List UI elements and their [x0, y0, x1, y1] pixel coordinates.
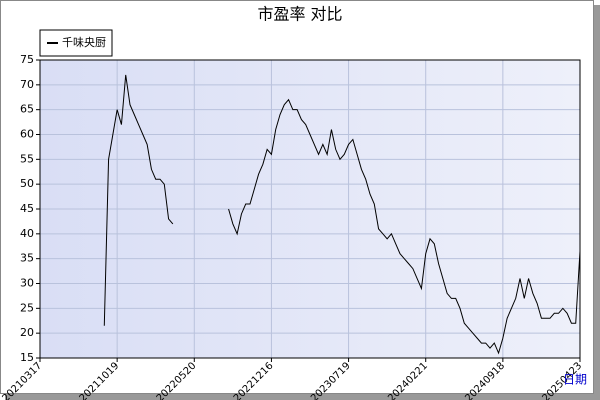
- legend: [39, 29, 113, 57]
- y-tick-label: 60: [20, 128, 34, 141]
- shadow: [5, 394, 600, 400]
- y-tick-label: 50: [20, 177, 34, 190]
- x-axis-label: 日期: [563, 373, 587, 387]
- y-tick-label: 45: [20, 202, 34, 215]
- y-tick-label: 25: [20, 301, 34, 314]
- axis-box: [39, 59, 581, 359]
- y-tick-label: 75: [20, 53, 34, 66]
- y-tick-label: 20: [20, 326, 34, 339]
- chart-title: 市盈率 对比: [257, 5, 342, 24]
- y-tick-label: 30: [20, 277, 34, 290]
- y-tick-label: 40: [20, 227, 34, 240]
- y-tick-label: 65: [20, 103, 34, 116]
- y-tick-label: 35: [20, 252, 34, 265]
- shadow: [594, 5, 600, 400]
- y-tick-label: 70: [20, 78, 34, 91]
- legend-label: 千味央厨: [62, 36, 106, 49]
- y-tick-label: 55: [20, 152, 34, 165]
- y-tick-label: 15: [20, 351, 34, 364]
- line: [103, 74, 581, 355]
